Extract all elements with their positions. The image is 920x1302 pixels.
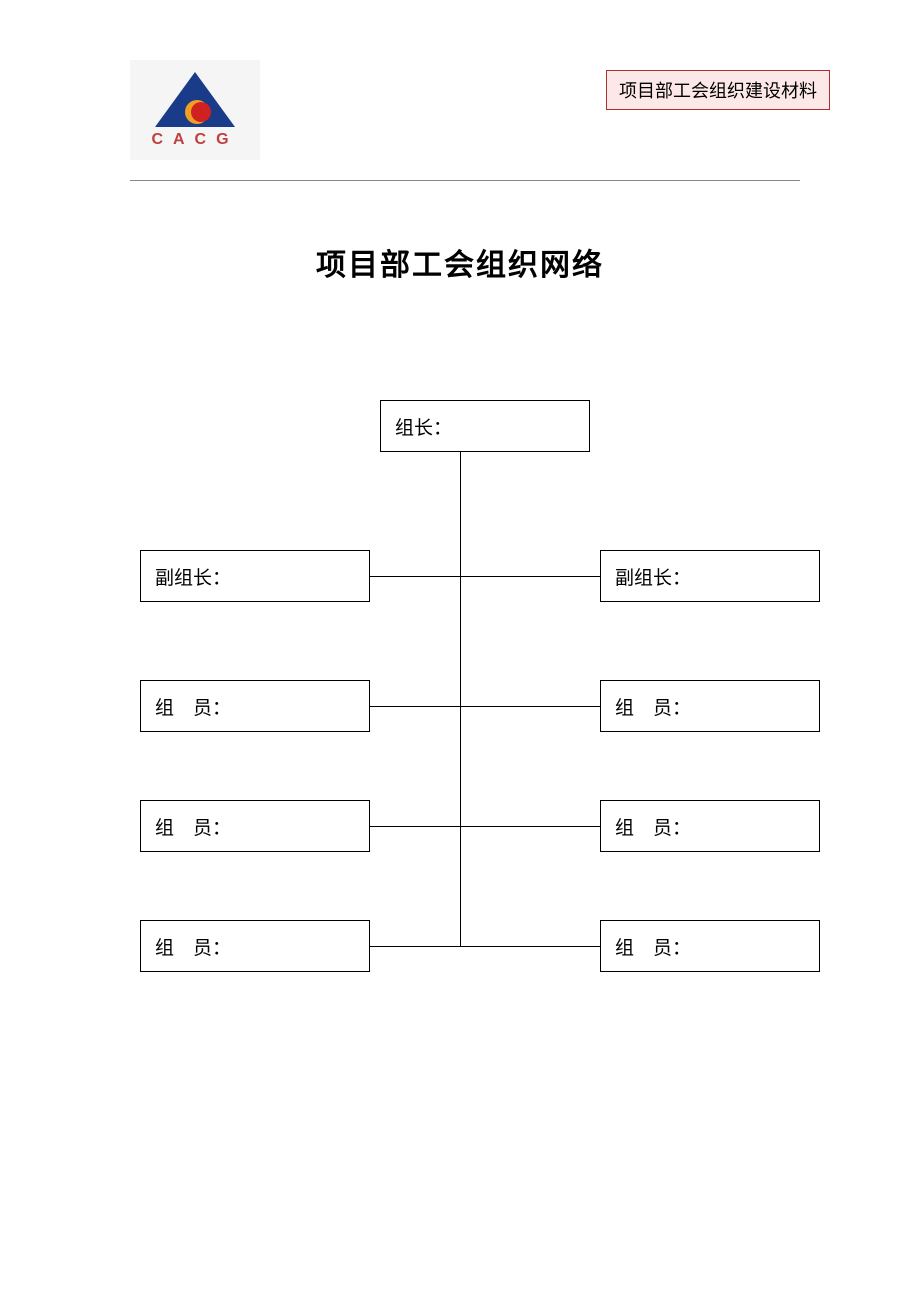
chart-branch-line: [370, 826, 600, 827]
org-node-member_r3: 组 员：: [600, 920, 820, 972]
chart-trunk-line: [460, 452, 461, 946]
org-node-leader: 组长：: [380, 400, 590, 452]
logo-text: CACG: [151, 131, 238, 149]
chart-branch-line: [370, 706, 600, 707]
page-title: 项目部工会组织网络: [0, 240, 920, 284]
org-chart: 组长： 副组长： 副组长： 组 员： 组 员： 组 员： 组 员： 组 员： 组 员：: [0, 400, 920, 1040]
logo: CACG: [130, 60, 260, 160]
chart-branch-line: [370, 946, 600, 947]
org-node-member_l1: 组 员：: [140, 680, 370, 732]
org-node-member_r2: 组 员：: [600, 800, 820, 852]
org-node-deputy_r: 副组长：: [600, 550, 820, 602]
logo-triangle-icon: [155, 72, 235, 127]
org-node-deputy_l: 副组长：: [140, 550, 370, 602]
logo-moon-icon: [185, 100, 209, 124]
header-label-box: 项目部工会组织建设材料: [606, 70, 830, 110]
org-node-member_l2: 组 员：: [140, 800, 370, 852]
chart-branch-line: [370, 576, 600, 577]
org-node-member_l3: 组 员：: [140, 920, 370, 972]
header-divider: [130, 180, 800, 181]
page-header: CACG 项目部工会组织建设材料: [0, 60, 920, 180]
org-node-member_r1: 组 员：: [600, 680, 820, 732]
